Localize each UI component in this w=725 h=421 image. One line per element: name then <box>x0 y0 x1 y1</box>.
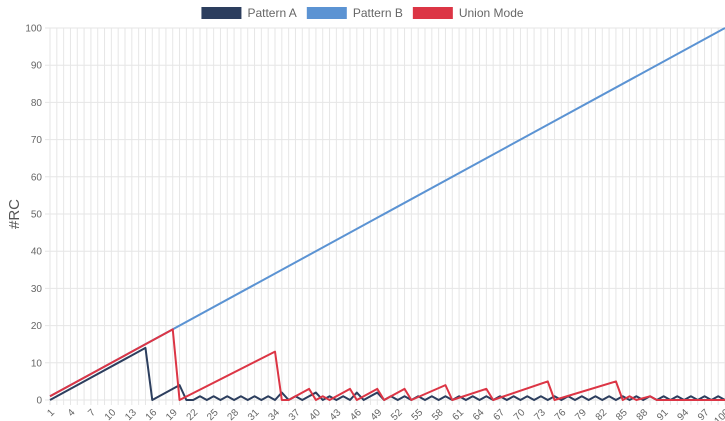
legend-swatch <box>412 7 453 19</box>
grid <box>45 27 725 405</box>
x-tick-label: 61 <box>451 407 467 421</box>
axes: 0 10 20 30 40 50 60 70 80 90 100 1 4 7 10 13 16 19 22 25 28 3… <box>25 24 725 421</box>
legend-swatch <box>306 7 347 19</box>
x-tick-label: 16 <box>144 407 160 421</box>
x-tick-label: 1 <box>45 407 57 419</box>
x-tick-label: 22 <box>185 407 201 421</box>
x-tick-label: 37 <box>287 407 303 421</box>
y-tick-label: 90 <box>31 61 43 72</box>
legend-item-union-mode[interactable]: Union Mode <box>412 6 524 20</box>
y-tick-label: 10 <box>31 358 43 369</box>
x-tick-label: 7 <box>86 407 98 419</box>
y-axis-label: #RC <box>6 199 23 229</box>
y-tick-label: 100 <box>25 24 42 35</box>
x-tick-label: 100 <box>712 407 725 421</box>
y-tick-label: 40 <box>31 247 43 258</box>
y-tick-label: 0 <box>36 396 42 407</box>
x-tick-label: 97 <box>696 407 712 421</box>
y-tick-label: 80 <box>31 98 43 109</box>
x-tick-label: 73 <box>532 407 548 421</box>
series-lines <box>49 27 725 401</box>
x-tick-label: 82 <box>594 407 610 421</box>
x-tick-label: 70 <box>512 407 528 421</box>
legend[interactable]: Pattern A Pattern B Union Mode <box>201 6 524 20</box>
legend-item-pattern-a[interactable]: Pattern A <box>201 6 297 20</box>
y-tick-label: 60 <box>31 172 43 183</box>
x-tick-label: 40 <box>307 407 323 421</box>
x-tick-label: 85 <box>614 407 630 421</box>
x-tick-label: 25 <box>205 407 221 421</box>
x-tick-label: 43 <box>328 407 344 421</box>
x-tick-label: 31 <box>246 407 262 421</box>
x-tick-label: 34 <box>266 407 282 421</box>
x-tick-label: 13 <box>123 407 139 421</box>
x-tick-label: 76 <box>553 407 569 421</box>
y-tick-label: 70 <box>31 135 43 146</box>
x-tick-label: 91 <box>655 407 671 421</box>
x-tick-label: 79 <box>573 407 589 421</box>
x-tick-label: 46 <box>348 407 364 421</box>
x-tick-label: 58 <box>430 407 446 421</box>
y-tick-label: 50 <box>31 210 43 221</box>
x-tick-label: 10 <box>103 407 119 421</box>
x-tick-label: 4 <box>66 407 78 419</box>
legend-label: Pattern A <box>247 6 296 20</box>
x-tick-label: 49 <box>369 407 385 421</box>
x-tick-label: 64 <box>471 407 487 421</box>
legend-item-pattern-b[interactable]: Pattern B <box>306 6 403 20</box>
x-tick-label: 52 <box>389 407 405 421</box>
series-line-union-mode <box>49 328 725 401</box>
x-tick-label: 88 <box>635 407 651 421</box>
legend-swatch <box>201 7 242 19</box>
legend-label: Union Mode <box>459 6 524 20</box>
x-tick-label: 67 <box>491 407 507 421</box>
x-tick-label: 55 <box>410 407 426 421</box>
legend-label: Pattern B <box>353 6 403 20</box>
y-tick-label: 30 <box>31 284 43 295</box>
y-tick-label: 20 <box>31 321 43 332</box>
series-line-pattern-a <box>49 346 725 401</box>
x-tick-label: 94 <box>676 407 692 421</box>
x-tick-label: 19 <box>164 407 180 421</box>
x-tick-label: 28 <box>226 407 242 421</box>
